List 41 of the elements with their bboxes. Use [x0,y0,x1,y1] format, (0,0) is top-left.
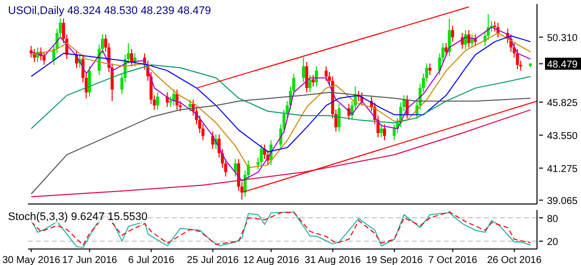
candlestick [305,61,308,93]
candlestick [324,66,328,82]
x-tick-label: 12 Aug 2016 [243,255,300,265]
candlestick [451,25,454,42]
x-tick-label: 31 Aug 2016 [304,255,362,265]
y-tick-label: 41.275 [547,164,578,176]
x-tick-label: 19 Sep 2016 [366,255,424,265]
x-tick-label: 17 Jun 2016 [62,255,118,265]
line-series [30,92,532,194]
candlestick [448,18,451,57]
y-tick-label: 20 [547,237,559,248]
candlestick [470,34,474,48]
x-tick-label: 25 Jul 2016 [186,255,240,265]
candlestick [156,92,160,110]
candlestick [234,158,237,177]
x-tick-label: 26 Oct 2016 [487,255,542,265]
candlestick [260,144,263,167]
x-tick-label: 6 Jul 2016 [128,255,175,265]
line-series [30,109,532,198]
candlestick [308,74,312,93]
x-tick-label: 30 May 2016 [2,255,61,265]
candlestick [188,99,192,112]
chart-title: USOil,Daily 48.324 48.530 48.239 48.479 [8,5,212,17]
line-series [30,64,532,130]
y-tick-label: 39.065 [547,196,578,208]
candlestick [314,66,318,88]
y-tick-label: 80 [547,214,559,225]
candlestick [383,124,386,141]
candlestick [88,66,91,98]
y-tick-label: 43.550 [547,131,578,142]
y-tick-label: 45.825 [547,98,578,110]
y-tick-label: 50.310 [547,33,578,44]
candlestick [312,74,315,88]
y-tick-label: 48.479 [547,60,578,71]
chart-title: Stoch(5,3,3) 9.6247 15.5530 [8,211,148,223]
candlestick [42,51,46,66]
candlestick [380,124,383,138]
x-tick-label: 7 Oct 2016 [428,255,478,265]
candlestick [302,57,305,83]
candlestick [338,104,341,132]
candlestick [444,42,448,57]
